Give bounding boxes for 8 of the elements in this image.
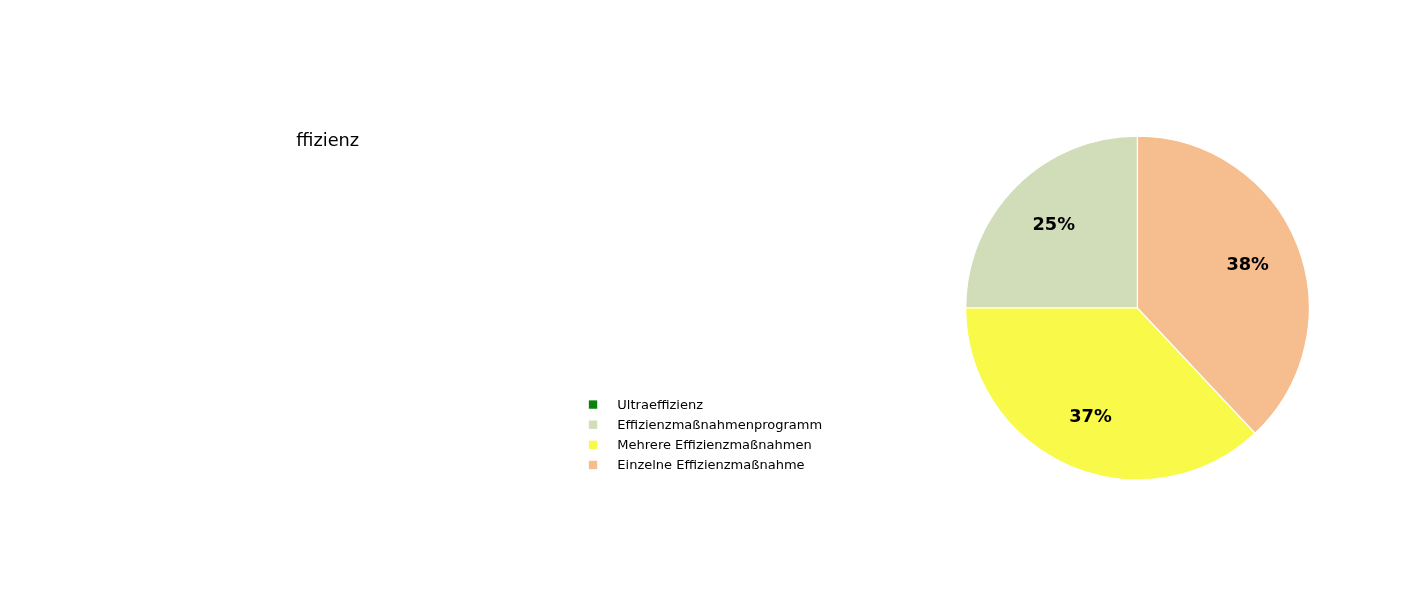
legend-label: Mehrere Effizienzmaßnahmen xyxy=(617,437,812,452)
legend-label: Effizienzmaßnahmenprogramm xyxy=(617,416,823,432)
data-label: 25% xyxy=(1032,213,1076,234)
legend-label: Einzelne Effizienzmaßnahme xyxy=(617,457,805,473)
data-label: 38% xyxy=(1226,253,1270,274)
text: ffizienz xyxy=(296,129,360,150)
data-label: 37% xyxy=(1069,406,1112,427)
legend-label: Ultraeffizienz xyxy=(617,396,704,412)
